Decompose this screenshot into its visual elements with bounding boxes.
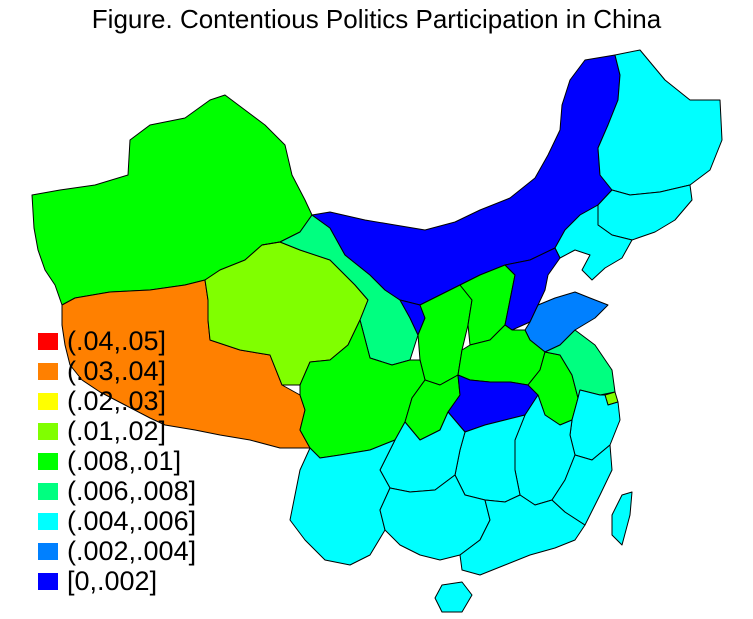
legend-item: (.008,.01]: [38, 446, 196, 476]
legend-item: (.01,.02]: [38, 416, 196, 446]
legend-item: [0,.002]: [38, 566, 196, 596]
legend-swatch: [38, 452, 58, 470]
legend-label: (.02,.03]: [67, 386, 167, 416]
legend-label: (.006,.008]: [67, 476, 197, 506]
legend-swatch: [38, 332, 58, 350]
legend-swatch: [38, 422, 58, 440]
legend-swatch: [38, 512, 58, 530]
legend-label: (.004,.006]: [67, 506, 197, 536]
legend-item: (.03,.04]: [38, 356, 196, 386]
legend-item: (.002,.004]: [38, 536, 196, 566]
region-yunnan: [289, 439, 396, 566]
legend-item: (.006,.008]: [38, 476, 196, 506]
legend-item: (.04,.05]: [38, 326, 196, 356]
region-jiangsu: [544, 329, 616, 399]
legend-label: (.002,.004]: [67, 536, 197, 566]
region-hainan: [434, 581, 473, 613]
legend-label: (.01,.02]: [67, 416, 167, 446]
legend-swatch: [38, 392, 58, 410]
region-jilin: [597, 184, 693, 241]
map-title: Figure. Contentious Politics Participati…: [91, 4, 662, 34]
map-legend: (.04,.05] (.03,.04] (.02,.03] (.01,.02] (.00…: [38, 326, 196, 596]
legend-label: (.03,.04]: [67, 356, 167, 386]
region-liaoning: [554, 204, 633, 281]
legend-swatch: [38, 482, 58, 500]
legend-item: (.02,.03]: [38, 386, 196, 416]
legend-label: [0,.002]: [67, 566, 158, 596]
region-fujian: [551, 444, 613, 526]
region-guangdong: [459, 494, 586, 576]
legend-label: (.008,.01]: [67, 446, 182, 476]
legend-label: (.04,.05]: [67, 326, 167, 356]
legend-swatch: [38, 572, 58, 590]
region-taiwan: [611, 491, 633, 546]
legend-swatch: [38, 542, 58, 560]
legend-item: (.004,.006]: [38, 506, 196, 536]
legend-swatch: [38, 362, 58, 380]
